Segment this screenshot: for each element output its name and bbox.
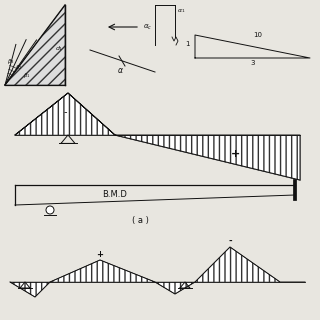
- Text: +: +: [97, 250, 103, 259]
- Circle shape: [46, 206, 54, 214]
- Text: 1: 1: [185, 42, 189, 47]
- Text: ( a ): ( a ): [132, 216, 148, 225]
- Text: -: -: [63, 107, 67, 117]
- Polygon shape: [50, 260, 155, 282]
- Text: $\alpha_1$: $\alpha_1$: [177, 7, 186, 15]
- Text: 10: 10: [253, 32, 262, 38]
- Polygon shape: [115, 135, 300, 180]
- Text: 3: 3: [250, 60, 255, 66]
- Polygon shape: [10, 282, 50, 297]
- Text: $\alpha$: $\alpha$: [117, 66, 124, 75]
- Polygon shape: [15, 93, 115, 135]
- Text: $\beta_2$: $\beta_2$: [15, 63, 23, 72]
- Text: $\beta_1$: $\beta_1$: [23, 71, 31, 80]
- Polygon shape: [155, 282, 195, 294]
- Text: $\beta_3$: $\beta_3$: [7, 57, 15, 66]
- Polygon shape: [5, 5, 65, 85]
- Text: B.M.D: B.M.D: [103, 190, 127, 199]
- Text: $\alpha_c$: $\alpha_c$: [143, 23, 152, 32]
- Polygon shape: [195, 247, 280, 282]
- Text: -: -: [228, 237, 232, 246]
- Text: $d_1$: $d_1$: [55, 44, 63, 53]
- Text: +: +: [230, 149, 240, 159]
